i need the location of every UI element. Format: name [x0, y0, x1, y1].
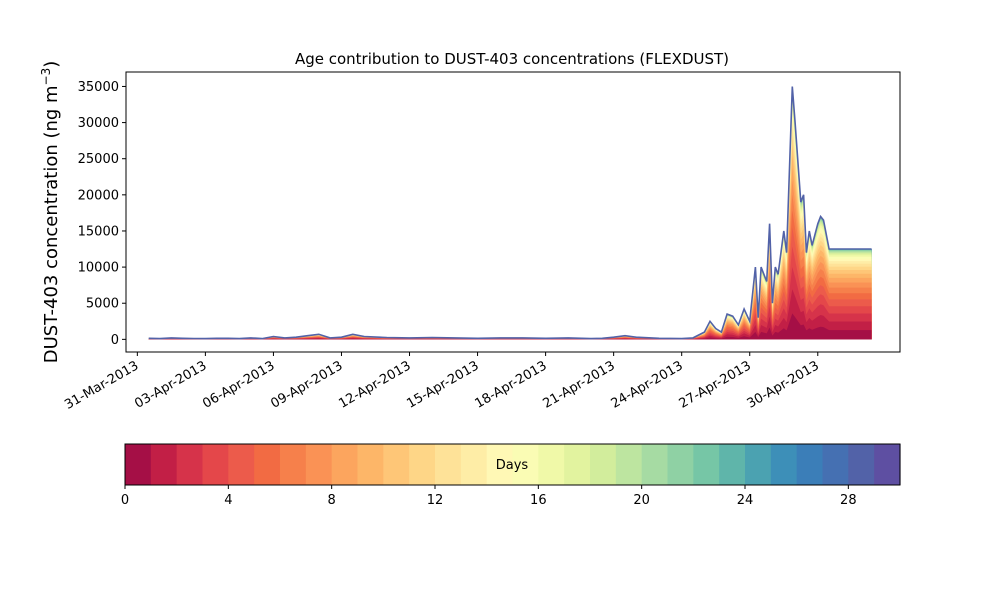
colorbar-cell: [641, 444, 669, 485]
colorbar-cell: [719, 444, 746, 485]
colorbar-cell: [486, 444, 514, 485]
x-tick-label: 27-Apr-2013: [677, 358, 754, 411]
colorbar-tick-label: 28: [840, 493, 857, 508]
colorbar-tick-label: 20: [633, 493, 650, 508]
y-axis-label-text: DUST-403 concentration (ng m: [41, 85, 62, 363]
colorbar-cell: [331, 444, 359, 485]
colorbar-cell: [460, 444, 488, 485]
colorbar-cell: [409, 444, 436, 485]
colorbar-cell: [874, 444, 901, 485]
colorbar-cell: [150, 444, 178, 485]
x-tick-label: 06-Apr-2013: [200, 358, 277, 411]
colorbar-cell: [590, 444, 617, 485]
colorbar-cell: [305, 444, 333, 485]
colorbar-cell: [667, 444, 694, 485]
colorbar-cell: [254, 444, 281, 485]
chart-title: Age contribution to DUST-403 concentrati…: [295, 50, 729, 68]
colorbar-cell: [176, 444, 204, 485]
y-tick-label: 5000: [86, 297, 119, 312]
colorbar-cell: [538, 444, 565, 485]
y-axis-label-exponent: −3: [39, 68, 53, 86]
colorbar-cell: [357, 444, 384, 485]
x-axis-ticks: 31-Mar-201303-Apr-201306-Apr-201309-Apr-…: [62, 352, 822, 413]
colorbar-cells: [125, 444, 901, 485]
colorbar-cell: [280, 444, 307, 485]
y-tick-label: 30000: [78, 116, 119, 131]
colorbar-tick-label: 8: [328, 493, 336, 508]
y-axis-label: DUST-403 concentration (ng m−3): [39, 61, 62, 364]
colorbar-cell: [745, 444, 772, 485]
y-tick-label: 15000: [78, 224, 119, 239]
x-tick-label: 09-Apr-2013: [268, 358, 345, 411]
y-tick-label: 35000: [78, 80, 119, 95]
x-tick-label: 03-Apr-2013: [132, 358, 209, 411]
colorbar-cell: [822, 444, 849, 485]
plot-area: 31-Mar-201303-Apr-201306-Apr-201309-Apr-…: [62, 71, 901, 413]
colorbar-cell: [202, 444, 229, 485]
x-tick-label: 15-Apr-2013: [404, 358, 481, 411]
colorbar-cell: [693, 444, 720, 485]
colorbar-cell: [770, 444, 798, 485]
colorbar-tick-label: 0: [121, 493, 129, 508]
x-tick-label: 18-Apr-2013: [472, 358, 549, 411]
colorbar-frame: [124, 443, 901, 486]
colorbar-tick-label: 24: [737, 493, 754, 508]
colorbar-cell: [564, 444, 591, 485]
y-tick-label: 0: [111, 333, 119, 348]
x-tick-label: 31-Mar-2013: [62, 358, 141, 412]
plot-frame: [125, 71, 901, 353]
colorbar-label: Days: [496, 458, 529, 473]
x-tick-label: 12-Apr-2013: [336, 358, 413, 411]
colorbar-tick-label: 12: [427, 493, 444, 508]
colorbar-cell: [228, 444, 255, 485]
y-tick-label: 25000: [78, 152, 119, 167]
colorbar-cell: [796, 444, 824, 485]
y-tick-label: 10000: [78, 261, 119, 276]
age-contour-lines: [148, 86, 872, 340]
colorbar-cell: [615, 444, 643, 485]
x-tick-label: 24-Apr-2013: [609, 358, 686, 411]
colorbar-tick-label: 4: [224, 493, 232, 508]
colorbar-cell: [383, 444, 410, 485]
y-axis-label-close: ): [41, 61, 62, 68]
y-tick-label: 20000: [78, 188, 119, 203]
colorbar: Days 0 4 8 12 16 20 24 28: [121, 443, 901, 508]
colorbar-cell: [125, 444, 152, 485]
colorbar-cell: [848, 444, 875, 485]
colorbar-ticks: 0 4 8 12 16 20 24 28: [121, 485, 857, 508]
y-axis-ticks: 0 5000 10000 15000 20000 25000 30000 35000: [78, 80, 126, 348]
total-concentration-line: [148, 86, 872, 340]
colorbar-cell: [435, 444, 462, 485]
stacked-age-areas: [148, 86, 872, 340]
x-tick-label: 21-Apr-2013: [541, 358, 618, 411]
colorbar-cell: [512, 444, 539, 485]
age-band-0-area: [148, 313, 872, 340]
x-tick-label: 30-Apr-2013: [745, 358, 822, 411]
colorbar-tick-label: 16: [530, 493, 547, 508]
